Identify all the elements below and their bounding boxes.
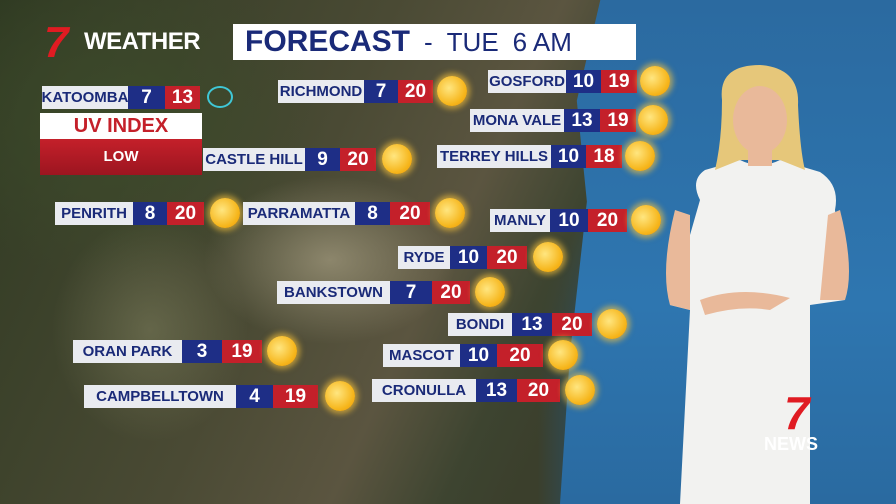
location-name: ORAN PARK <box>73 340 182 363</box>
max-temp: 20 <box>390 202 430 225</box>
max-temp: 20 <box>588 209 627 232</box>
sun-icon <box>638 105 668 135</box>
max-temp: 19 <box>222 340 262 363</box>
max-temp: 20 <box>167 202 204 225</box>
max-temp: 20 <box>552 313 592 336</box>
min-temp: 10 <box>551 145 586 168</box>
min-temp: 13 <box>476 379 517 402</box>
location-name: MONA VALE <box>470 109 564 132</box>
sun-icon <box>625 141 655 171</box>
min-temp: 4 <box>236 385 273 408</box>
sun-icon <box>437 76 467 106</box>
sun-icon <box>631 205 661 235</box>
location-name: KATOOMBA <box>42 86 128 109</box>
sun-icon <box>597 309 627 339</box>
location-name: PARRAMATTA <box>243 202 355 225</box>
max-temp: 13 <box>165 86 200 109</box>
min-temp: 7 <box>390 281 432 304</box>
location-name: GOSFORD <box>488 70 566 93</box>
cloud-icon <box>207 86 233 108</box>
min-temp: 10 <box>550 209 588 232</box>
location-name: PENRITH <box>55 202 133 225</box>
uv-index-level: LOW <box>40 139 202 175</box>
min-temp: 10 <box>450 246 487 269</box>
header-time: 6 AM <box>512 26 572 57</box>
min-temp: 8 <box>133 202 167 225</box>
min-temp: 7 <box>128 86 165 109</box>
min-temp: 13 <box>512 313 552 336</box>
min-temp: 10 <box>460 344 497 367</box>
max-temp: 18 <box>586 145 622 168</box>
min-temp: 8 <box>355 202 390 225</box>
min-temp: 13 <box>564 109 600 132</box>
sun-icon <box>548 340 578 370</box>
location-name: CAMPBELLTOWN <box>84 385 236 408</box>
max-temp: 19 <box>600 109 636 132</box>
location-name: CASTLE HILL <box>203 148 305 171</box>
sun-icon <box>210 198 240 228</box>
uv-index-label: UV INDEX <box>40 113 202 139</box>
max-temp: 20 <box>517 379 560 402</box>
sun-icon <box>267 336 297 366</box>
location-name: BANKSTOWN <box>277 281 390 304</box>
sun-icon <box>475 277 505 307</box>
news-text: NEWS <box>764 434 818 454</box>
sun-icon <box>325 381 355 411</box>
forecast-header: FORECAST - TUE 6 AM <box>233 24 636 60</box>
location-name: MASCOT <box>383 344 460 367</box>
max-temp: 19 <box>601 70 637 93</box>
location-name: TERREY HILLS <box>437 145 551 168</box>
sun-icon <box>382 144 412 174</box>
sun-icon <box>435 198 465 228</box>
max-temp: 20 <box>340 148 376 171</box>
location-name: RICHMOND <box>278 80 364 103</box>
min-temp: 7 <box>364 80 398 103</box>
header-day: TUE <box>446 26 499 57</box>
header-title: FORECAST <box>245 25 410 58</box>
sun-icon <box>640 66 670 96</box>
max-temp: 20 <box>497 344 543 367</box>
sun-icon <box>533 242 563 272</box>
presenter <box>666 65 849 504</box>
location-name: RYDE <box>398 246 450 269</box>
min-temp: 9 <box>305 148 340 171</box>
min-temp: 3 <box>182 340 222 363</box>
max-temp: 20 <box>398 80 433 103</box>
location-name: CRONULLA <box>372 379 476 402</box>
max-temp: 20 <box>487 246 527 269</box>
location-name: BONDI <box>448 313 512 336</box>
sun-icon <box>565 375 595 405</box>
seven-news-logo: 7 <box>784 387 810 439</box>
max-temp: 19 <box>273 385 318 408</box>
location-name: MANLY <box>490 209 550 232</box>
header-separator: - <box>424 26 433 57</box>
seven-logo: 7 <box>44 18 69 67</box>
weather-brand: WEATHER <box>84 28 201 55</box>
min-temp: 10 <box>566 70 601 93</box>
max-temp: 20 <box>432 281 470 304</box>
